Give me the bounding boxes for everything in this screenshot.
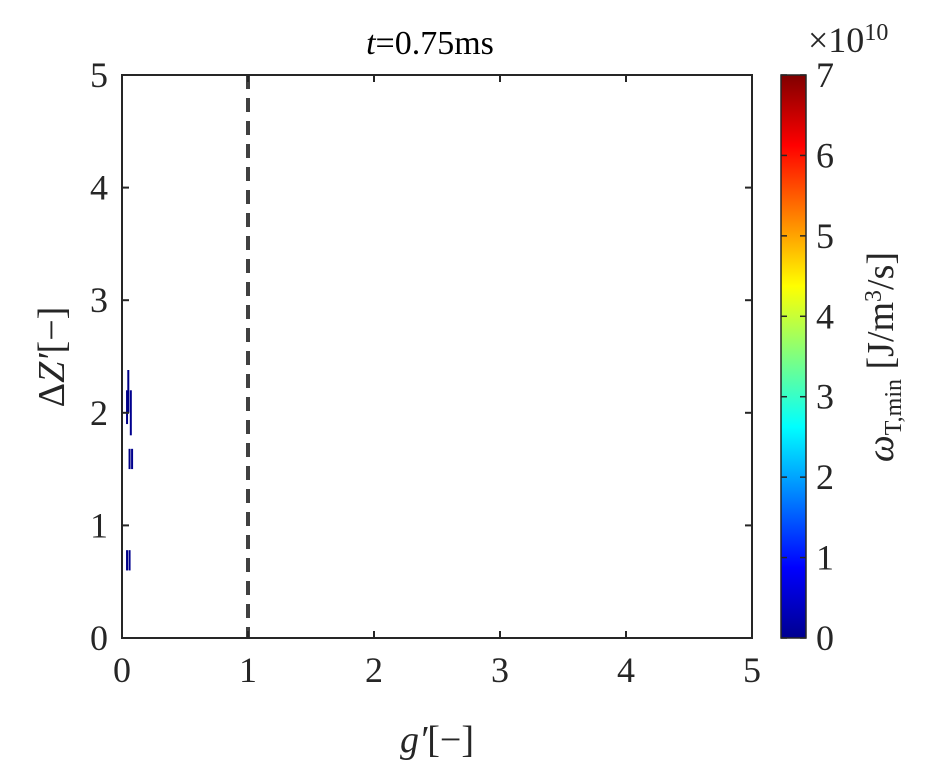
colorbar-exponent-base: ×10 <box>808 20 864 60</box>
title-rest: =0.75ms <box>376 25 494 62</box>
colorbar-tick-label: 7 <box>816 55 834 95</box>
heatmap-cell <box>127 370 130 413</box>
colorbar-tick-label: 3 <box>816 377 834 417</box>
colorbar-label-subscript: T,min <box>881 379 907 435</box>
heatmap-cells <box>126 370 134 571</box>
y-tick-label: 0 <box>90 618 108 658</box>
title-variable: t <box>366 25 377 62</box>
y-tick-label: 2 <box>90 393 108 433</box>
heatmap-cell <box>128 550 131 571</box>
colorbar-label-unit-close: /s] <box>860 252 902 290</box>
x-tick-label: 5 <box>743 650 761 690</box>
plot-frame <box>121 74 753 639</box>
colorbar-tick-label: 0 <box>816 618 834 658</box>
colorbar-tick-label: 2 <box>816 457 834 497</box>
x-axis-label: g′[−] <box>400 719 474 761</box>
y-tick-label: 1 <box>90 505 108 545</box>
heatmap-cell <box>129 390 132 436</box>
y-axis-prefix: Δ <box>31 383 73 407</box>
y-axis-variable: Z′ <box>31 353 73 383</box>
x-tick-label: 4 <box>617 650 635 690</box>
colorbar-label-unit-open: [J/m <box>860 302 902 379</box>
colorbar-tick-label: 4 <box>816 296 834 336</box>
y-axis-label: ΔZ′[−] <box>31 307 73 408</box>
heatmap-cell <box>126 550 129 571</box>
colorbar-label-superscript: 3 <box>861 290 887 302</box>
x-tick-label: 0 <box>113 650 131 690</box>
y-axis-ticks: 0 1 2 3 4 5 <box>90 55 752 658</box>
x-axis-ticks: 0 1 2 3 4 5 <box>113 75 761 690</box>
colorbar-ticks: 0 1 2 3 4 5 6 7 <box>781 55 834 658</box>
colorbar-tick-label: 1 <box>816 538 834 578</box>
heatmap-cell <box>126 390 129 425</box>
y-tick-label: 4 <box>90 168 108 208</box>
colorbar-exponent-power: 10 <box>864 20 888 46</box>
y-tick-label: 5 <box>90 55 108 95</box>
colorbar-exponent: ×1010 <box>808 20 888 60</box>
x-tick-label: 3 <box>491 650 509 690</box>
heatmap-cell <box>131 448 134 470</box>
y-axis-unit: [−] <box>31 307 73 354</box>
colorbar-label-symbol: ω <box>860 435 902 462</box>
colorbar-label: ωT,min [J/m3/s] <box>860 252 907 462</box>
colorbar-tick-label: 6 <box>816 135 834 175</box>
heatmap-cell <box>128 448 131 470</box>
colorbar <box>780 74 807 639</box>
x-axis-unit: [−] <box>427 719 474 761</box>
plot-area <box>122 75 752 638</box>
x-tick-label: 1 <box>239 650 257 690</box>
colorbar-tick-label: 5 <box>816 216 834 256</box>
x-axis-variable: g′ <box>400 719 428 761</box>
x-tick-label: 2 <box>365 650 383 690</box>
chart-title: t=0.75ms <box>366 25 494 62</box>
y-tick-label: 3 <box>90 280 108 320</box>
